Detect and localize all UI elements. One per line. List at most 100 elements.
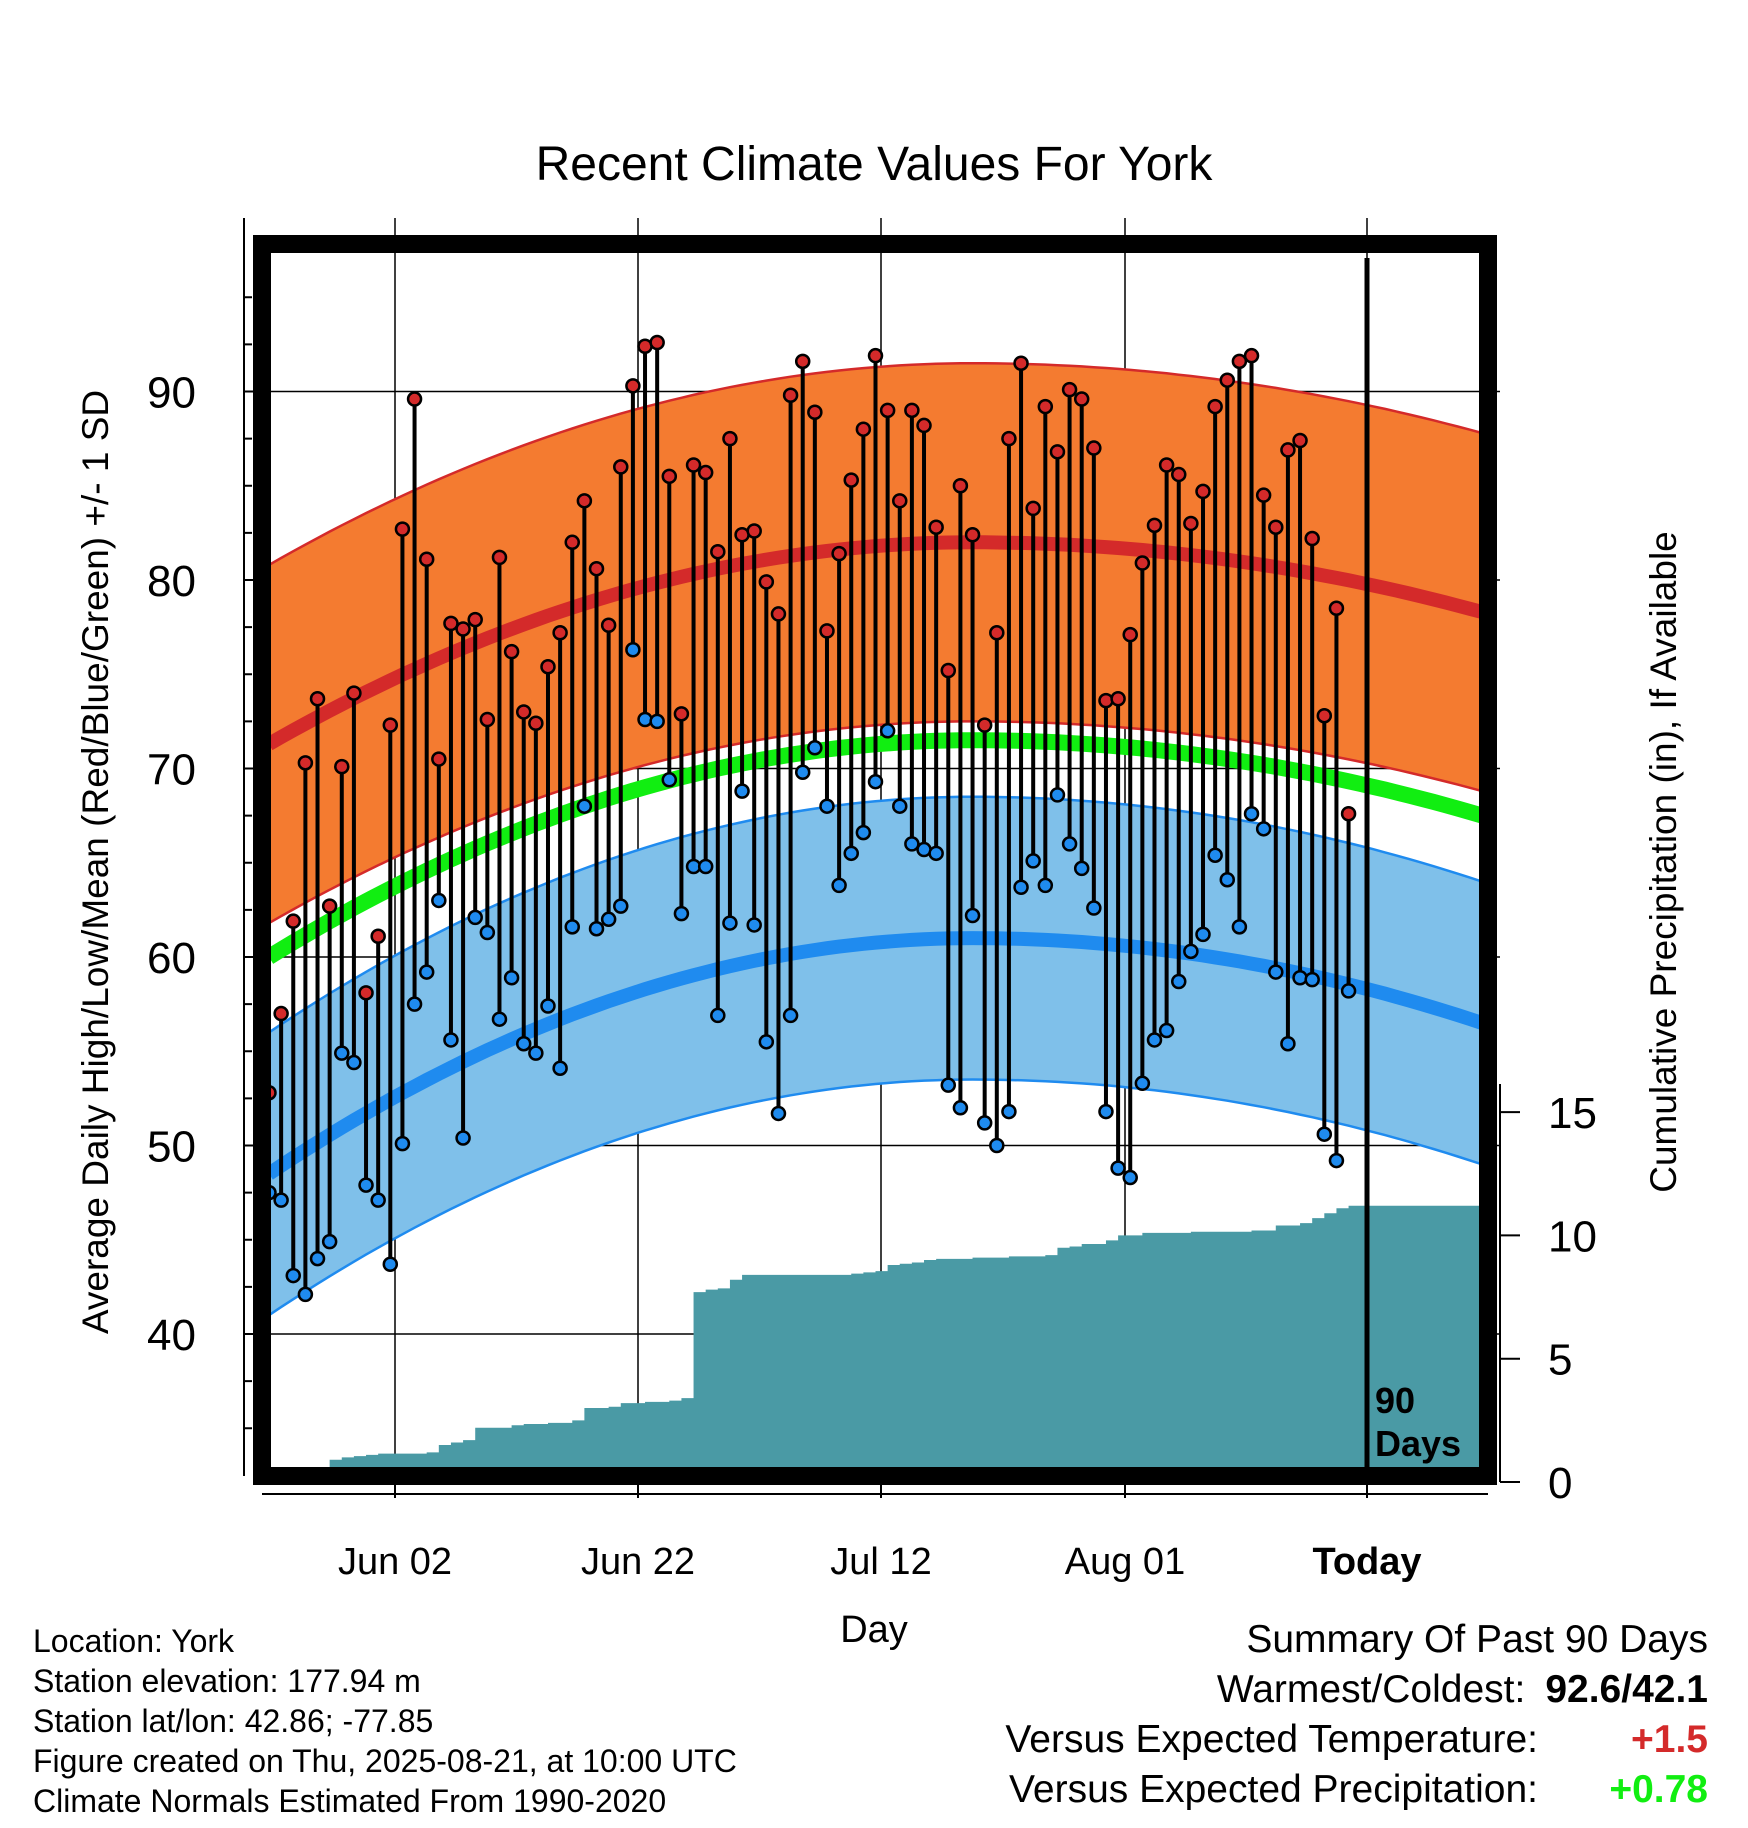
daily-high-point [346, 685, 362, 701]
daily-high-point [455, 621, 471, 637]
daily-low-point [1304, 971, 1320, 988]
daily-high-point [1110, 691, 1126, 707]
daily-low-point [1340, 983, 1357, 999]
daily-low-point [309, 1250, 326, 1267]
y-axis-title: Average Daily High/Low/Mean (Red/Blue/Gr… [75, 390, 116, 1334]
daily-low-point [746, 917, 762, 933]
y2-tick-label: 5 [1548, 1336, 1572, 1385]
daily-high-point [758, 574, 775, 590]
daily-low-point [1158, 1022, 1175, 1039]
daily-high-point [770, 606, 787, 622]
y2-axis-title: Cumulative Precipitation (in), If Availa… [1643, 531, 1684, 1193]
daily-high-point [1049, 444, 1066, 460]
daily-high-point [710, 543, 726, 560]
daily-low-point [1134, 1075, 1151, 1092]
daily-low-point [358, 1177, 374, 1193]
daily-high-point [1134, 555, 1151, 571]
daily-high-point [467, 611, 483, 628]
y-tick-label: 80 [147, 557, 196, 606]
y2-tick-label: 10 [1548, 1212, 1597, 1261]
daily-high-point [540, 658, 556, 675]
daily-high-point [892, 493, 908, 509]
daily-low-point [976, 1115, 993, 1131]
daily-high-point [1037, 398, 1054, 415]
daily-low-point [1316, 1126, 1333, 1142]
daily-high-point [722, 430, 738, 447]
daily-low-point [346, 1054, 362, 1071]
summary-warm-cold: Warmest/Coldest: 92.6/42.1 [1005, 1665, 1708, 1715]
chart-title: Recent Climate Values For York [536, 138, 1214, 191]
daily-low-point [431, 892, 447, 909]
x-tick-label: Jun 22 [581, 1541, 695, 1583]
daily-low-point [1013, 879, 1029, 896]
daily-low-point [1195, 926, 1211, 943]
daily-low-point [1328, 1152, 1345, 1169]
daily-high-point [928, 519, 944, 535]
daily-low-point [625, 641, 641, 658]
temp-value: +1.5 [1631, 1718, 1708, 1761]
daily-high-point [782, 387, 799, 404]
daily-low-point [989, 1137, 1005, 1154]
daily-high-point [807, 404, 823, 420]
warm-cold-label: Warmest/Coldest: [1216, 1668, 1526, 1711]
daily-low-point [613, 898, 629, 914]
ninety-days-label: 90 Days [1375, 1380, 1461, 1464]
daily-high-point [479, 711, 496, 728]
elevation-text: Station elevation: 177.94 m [33, 1663, 421, 1699]
daily-high-point [904, 402, 920, 419]
daily-high-point [697, 464, 714, 481]
daily-low-point [528, 1045, 544, 1061]
daily-low-point [491, 1011, 508, 1027]
daily-low-point [540, 998, 556, 1014]
daily-low-point [1183, 943, 1199, 960]
daily-low-point [697, 858, 714, 875]
daily-high-point [1073, 391, 1090, 407]
daily-low-point [600, 911, 617, 928]
daily-high-point [1098, 692, 1114, 709]
daily-low-point [467, 909, 483, 926]
daily-low-point [807, 740, 823, 756]
y-tick-label: 90 [147, 369, 196, 418]
daily-low-point [1049, 787, 1066, 803]
x-tick-label: Aug 01 [1065, 1541, 1185, 1583]
daily-low-point [892, 798, 908, 814]
location-text: Location: York [33, 1623, 235, 1659]
low-normal-band-lower [268, 1078, 1483, 1317]
daily-low-point [1268, 964, 1284, 980]
daily-high-point [1280, 442, 1296, 458]
daily-high-point [1304, 530, 1320, 547]
daily-low-point [1292, 969, 1308, 986]
daily-high-point [1243, 347, 1260, 364]
daily-high-point [443, 615, 459, 632]
summary-precip: Versus Expected Precipitation: +0.78 [1005, 1765, 1708, 1815]
daily-high-point [1025, 500, 1041, 517]
daily-high-point [491, 549, 508, 566]
daily-high-point [989, 625, 1005, 641]
daily-high-point [1086, 440, 1102, 456]
warm-cold-value: 92.6/42.1 [1545, 1668, 1708, 1711]
precip-value: +0.78 [1609, 1768, 1708, 1811]
daily-high-point [503, 643, 520, 660]
precip-area [269, 1205, 1488, 1482]
daily-low-point [1122, 1169, 1138, 1186]
daily-high-point [855, 421, 872, 437]
ninety-days-label-line: Days [1375, 1423, 1461, 1464]
daily-low-point [394, 1135, 411, 1152]
daily-low-point [673, 905, 690, 922]
daily-high-point [321, 898, 338, 914]
summary-title: Summary Of Past 90 Days [1246, 1618, 1708, 1661]
daily-high-point [358, 985, 374, 1001]
daily-low-point [1171, 973, 1187, 990]
daily-low-point [443, 1032, 459, 1048]
daily-low-point [370, 1192, 386, 1208]
daily-high-point [1231, 353, 1248, 370]
daily-low-point [1243, 805, 1260, 822]
daily-high-point [1146, 517, 1163, 534]
precip-label: Versus Expected Precipitation: [1009, 1768, 1538, 1811]
x-axis-title: Day [840, 1609, 908, 1651]
daily-high-point [273, 1005, 289, 1022]
plot-frame: 90 Days [253, 235, 1497, 1485]
daily-high-point [1183, 515, 1199, 532]
daily-low-point [722, 915, 738, 931]
daily-low-point [928, 845, 944, 862]
